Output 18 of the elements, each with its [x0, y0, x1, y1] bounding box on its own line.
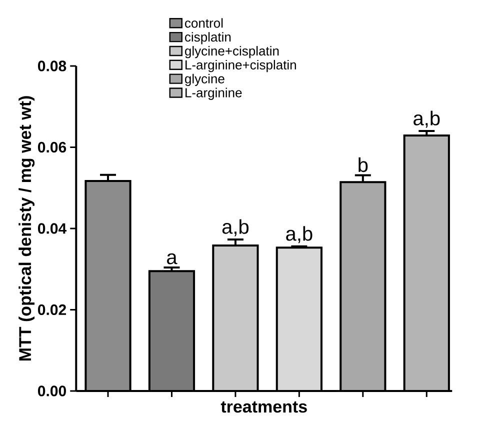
annotation: a,b [222, 219, 249, 236]
legend-label: control [185, 18, 223, 28]
annotation: b [358, 157, 368, 172]
y-tick-label: 0.04 [38, 223, 67, 234]
y-axis-title: MTT (optical denisty / mg wet wt) [18, 96, 35, 361]
y-tick-label: 0.02 [38, 304, 66, 316]
x-axis-title: treatments [220, 401, 307, 413]
y-tick-label: 0.08 [38, 60, 66, 72]
legend-label: L-arginine [186, 88, 242, 100]
legend-label: glycine [185, 74, 224, 86]
annotation: a [167, 253, 178, 264]
y-tick-label: 0.00 [38, 386, 66, 396]
legend-label: cisplatin [185, 32, 231, 44]
annotation: a,b [414, 110, 440, 128]
annotation: a,b [286, 226, 312, 244]
legend-label: L-arginine+cisplatin [186, 60, 296, 72]
legend-label: glycine+cisplatin [185, 46, 279, 58]
y-tick-label: 0.06 [38, 142, 66, 153]
